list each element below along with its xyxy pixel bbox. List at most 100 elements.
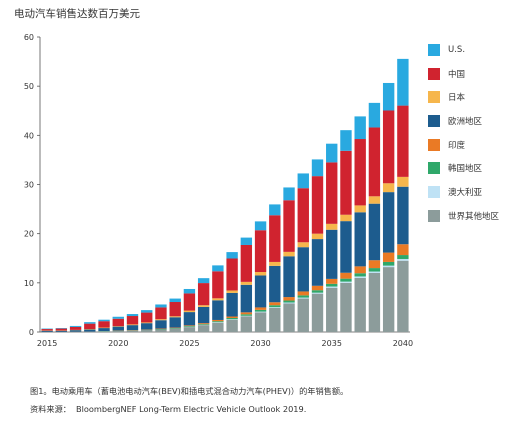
legend-label: 欧洲地区	[448, 116, 483, 127]
bar-segment-korea-2027	[212, 321, 224, 323]
source-prefix: 资料来源：	[30, 404, 71, 414]
bar-segment-japan-2033	[297, 242, 309, 248]
bar-segment-korea-2025	[183, 326, 196, 327]
bar-segment-india-2033	[297, 291, 309, 296]
bar-segment-korea-2035	[326, 283, 338, 287]
bar-segment-australia-2032	[283, 302, 295, 304]
source-text: BloombergNEF Long-Term Electric Vehicle …	[75, 404, 307, 414]
bar-segment-rest_of_world-2036	[340, 282, 352, 332]
bar-segment-europe-2034	[311, 239, 324, 286]
bar-segment-rest_of_world-2029	[240, 316, 253, 332]
bar-segment-us-2033	[297, 173, 309, 189]
bar-segment-china-2037	[354, 139, 366, 206]
bar-segment-rest_of_world-2034	[311, 293, 324, 332]
bar-segment-japan-2026	[197, 305, 210, 307]
bar-segment-china-2015	[41, 329, 53, 331]
bar-segment-korea-2030	[254, 309, 267, 312]
bar-segment-korea-2026	[197, 324, 210, 325]
bar-segment-europe-2031	[269, 265, 281, 303]
bar-segment-europe-2020	[112, 326, 124, 331]
bar-segment-china-2022	[141, 312, 153, 323]
bar-segment-china-2035	[326, 162, 338, 224]
bar-segment-europe-2023	[155, 320, 167, 329]
bar-segment-japan-2024	[169, 316, 181, 318]
bar-segment-europe-2029	[240, 284, 253, 313]
bar-segment-europe-2026	[197, 306, 210, 324]
bar-segment-us-2037	[354, 116, 366, 140]
bar-segment-india-2040	[397, 244, 409, 256]
legend-swatch	[428, 162, 440, 175]
legend-swatch	[428, 67, 440, 80]
bar-segment-japan-2031	[269, 261, 281, 266]
bar-segment-japan-2036	[340, 214, 352, 222]
bar-segment-europe-2033	[297, 247, 309, 292]
bar-segment-australia-2033	[297, 297, 309, 299]
legend-label: U.S.	[448, 44, 466, 55]
bar-segment-australia-2038	[368, 271, 381, 273]
legend-item-us: U.S.	[428, 38, 520, 62]
legend-label: 世界其他地区	[448, 211, 500, 222]
bar-segment-us-2031	[269, 204, 281, 216]
bar-segment-australia-2039	[382, 265, 395, 268]
bar-segment-korea-2036	[340, 278, 352, 282]
y-tick-label: 30	[24, 181, 34, 190]
bar-segment-rest_of_world-2030	[254, 312, 267, 332]
bar-segment-europe-2015	[41, 330, 53, 332]
bar-segment-rest_of_world-2035	[326, 287, 338, 332]
bar-segment-japan-2040	[397, 176, 409, 187]
bar-segment-australia-2036	[340, 281, 352, 283]
bar-segment-japan-2037	[354, 205, 366, 213]
bar-segment-india-2035	[326, 278, 338, 284]
x-tick-label: 2015	[37, 339, 57, 348]
legend-item-rest_of_world: 世界其他地区	[428, 204, 520, 228]
bar-segment-us-2035	[326, 143, 338, 163]
chart-title: 电动汽车销售达数百万美元	[14, 8, 140, 20]
bar-segment-rest_of_world-2028	[226, 319, 238, 332]
x-tick-label: 2040	[393, 339, 413, 348]
bar-segment-europe-2040	[397, 186, 409, 245]
bar-segment-china-2036	[340, 150, 352, 215]
bar-segment-us-2028	[226, 252, 238, 259]
bar-segment-europe-2039	[382, 192, 395, 253]
figure-caption: 图1。电动乘用车（蓄电池电动汽车(BEV)和插电式混合动力汽车(PHEV)）的年…	[30, 386, 349, 396]
bar-segment-china-2021	[126, 316, 139, 325]
bar-segment-europe-2036	[340, 221, 352, 273]
bar-segment-rest_of_world-2023	[155, 329, 167, 332]
bar-segment-china-2028	[226, 258, 238, 291]
bar-segment-us-2036	[340, 130, 352, 151]
bar-segment-india-2031	[269, 302, 281, 306]
bar-segment-us-2019	[98, 319, 110, 322]
bar-segment-rest_of_world-2039	[382, 267, 395, 332]
bar-segment-europe-2022	[141, 323, 153, 330]
bar-segment-us-2018	[84, 322, 96, 324]
bar-segment-australia-2037	[354, 276, 366, 278]
bar-segment-rest_of_world-2040	[397, 260, 409, 332]
bar-segment-europe-2035	[326, 229, 338, 279]
bar-segment-japan-2027	[212, 298, 224, 301]
y-tick-label: 10	[24, 279, 34, 288]
bar-segment-rest_of_world-2022	[141, 330, 153, 332]
bar-segment-rest_of_world-2026	[197, 325, 210, 332]
bar-segment-india-2026	[197, 323, 210, 325]
bar-segment-europe-2027	[212, 300, 224, 320]
x-tick-label: 2025	[179, 339, 199, 348]
legend-label: 日本	[448, 93, 466, 104]
legend-item-china: 中国	[428, 62, 520, 86]
legend-swatch	[428, 114, 440, 127]
bar-segment-china-2026	[197, 283, 210, 306]
legend-item-india: 印度	[428, 133, 520, 157]
source-line: 资料来源： BloombergNEF Long-Term Electric Veh…	[30, 403, 306, 415]
bar-segment-europe-2037	[354, 212, 366, 267]
bar-segment-us-2022	[141, 310, 153, 313]
bar-segment-china-2032	[283, 200, 295, 252]
bar-segment-europe-2018	[84, 329, 96, 332]
legend-swatch	[428, 91, 440, 104]
legend-label: 韩国地区	[448, 164, 483, 175]
bar-segment-japan-2023	[155, 319, 167, 321]
legend-swatch	[428, 43, 440, 56]
bar-segment-china-2033	[297, 188, 309, 243]
y-tick-label: 40	[24, 131, 34, 140]
bar-segment-china-2019	[98, 321, 110, 328]
bar-segment-india-2036	[340, 272, 352, 279]
bar-segment-india-2034	[311, 285, 324, 291]
